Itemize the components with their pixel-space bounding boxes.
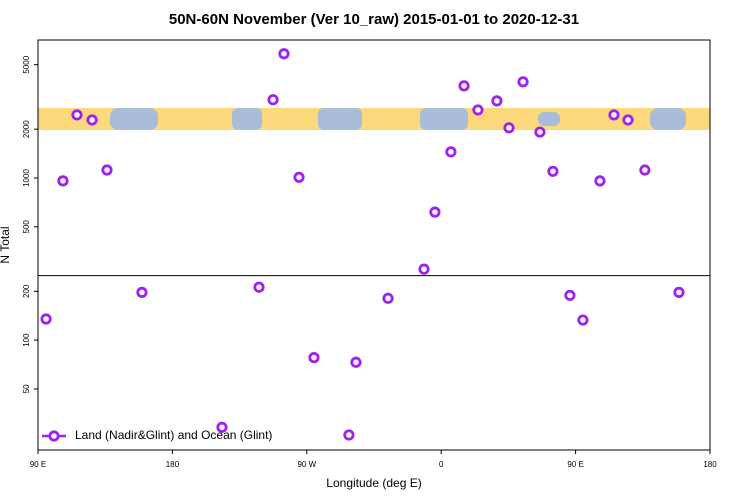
y-tick-label: 2000 <box>22 120 31 138</box>
x-tick-label: 90 E <box>30 460 46 469</box>
point <box>608 109 620 121</box>
point <box>639 164 651 176</box>
point <box>71 109 83 121</box>
x-tick-label: 0 <box>439 460 444 469</box>
map-band <box>38 108 710 130</box>
x-tick-label: 90 E <box>567 460 583 469</box>
y-tick-label: 5000 <box>22 55 31 73</box>
point <box>216 421 228 433</box>
point <box>40 313 52 325</box>
legend-label: Land (Nadir&Glint) and Ocean (Glint) <box>75 428 272 442</box>
point <box>101 164 113 176</box>
chart-title: 50N-60N November (Ver 10_raw) 2015-01-01… <box>169 11 579 28</box>
y-tick-label: 1000 <box>22 169 31 187</box>
point <box>86 114 98 126</box>
point <box>458 80 470 92</box>
x-tick-label: 180 <box>703 460 717 469</box>
point <box>278 48 290 60</box>
point <box>308 352 320 364</box>
point <box>577 314 589 326</box>
plot-frame <box>37 39 711 451</box>
point <box>136 286 148 298</box>
point <box>253 281 265 293</box>
point <box>418 263 430 275</box>
point <box>382 292 394 304</box>
point <box>622 114 634 126</box>
point <box>564 289 576 301</box>
x-axis-label: Longitude (deg E) <box>326 476 421 490</box>
x-tick-label: 90 W <box>297 460 316 469</box>
y-tick-label: 500 <box>22 220 31 234</box>
point <box>517 76 529 88</box>
point <box>343 429 355 441</box>
y-tick-label: 50 <box>22 384 31 393</box>
point <box>503 122 515 134</box>
point <box>673 286 685 298</box>
legend-marker <box>48 430 60 442</box>
y-axis-label: N Total <box>0 226 12 263</box>
point <box>472 104 484 116</box>
x-tick-label: 180 <box>166 460 180 469</box>
point <box>350 356 362 368</box>
point <box>293 171 305 183</box>
point <box>534 126 546 138</box>
y-tick-label: 200 <box>22 284 31 298</box>
point <box>267 94 279 106</box>
point <box>57 175 69 187</box>
y-tick-label: 100 <box>22 333 31 347</box>
point <box>594 175 606 187</box>
point <box>491 95 503 107</box>
point <box>429 206 441 218</box>
point <box>445 146 457 158</box>
point <box>547 165 559 177</box>
